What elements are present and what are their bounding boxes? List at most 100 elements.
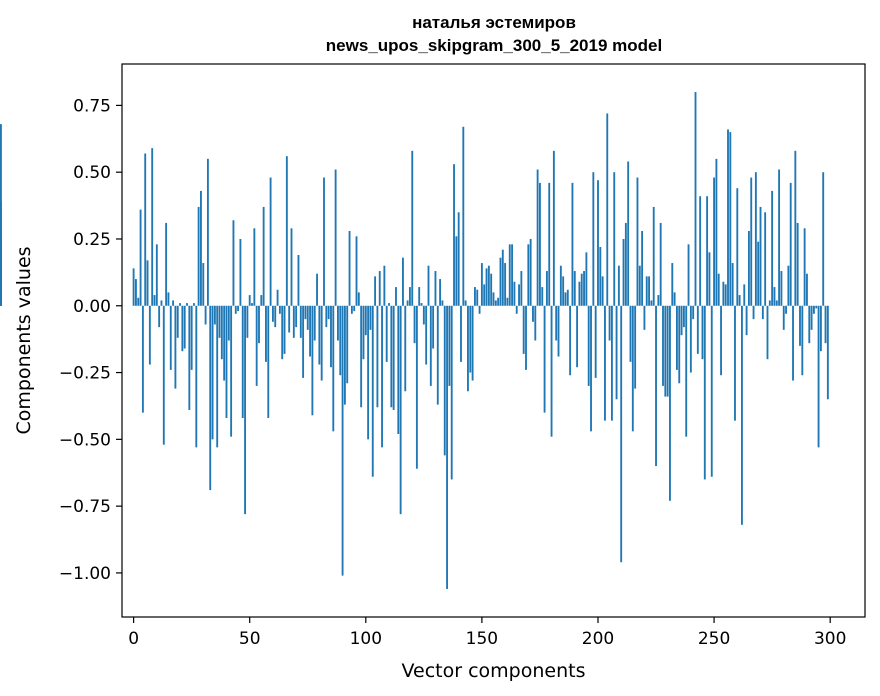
bar-205: [608, 305, 611, 341]
bar-36: [216, 305, 219, 448]
bar-143: [464, 300, 467, 306]
bar-170: [527, 244, 530, 306]
bar-79: [316, 273, 318, 306]
bar-151: [483, 284, 486, 306]
bar-231: [669, 305, 671, 501]
bar-282: [787, 265, 790, 306]
bar-286: [796, 222, 799, 306]
bar-209: [617, 265, 620, 306]
bar-108: [383, 265, 386, 306]
bar-132: [439, 279, 442, 306]
x-tick-label: 250: [698, 629, 730, 649]
bar-199: [594, 305, 597, 378]
bar-148: [476, 289, 479, 306]
bar-9: [153, 295, 156, 306]
bar-289: [803, 228, 806, 306]
bar-141: [460, 305, 462, 362]
bar-138: [453, 164, 455, 306]
bar-3: [139, 209, 142, 306]
bar-248: [708, 252, 711, 306]
bar-212: [624, 222, 627, 306]
bar-214: [629, 305, 632, 362]
bar-116: [402, 257, 404, 306]
bar-293: [812, 305, 815, 314]
bar-66: [285, 156, 288, 306]
bar-198: [592, 172, 595, 306]
bar-155: [492, 292, 495, 306]
bar-177: [543, 305, 546, 413]
bar-206: [610, 305, 613, 421]
bar-105: [376, 305, 379, 408]
bar-125: [422, 305, 425, 325]
bar-251: [715, 158, 718, 306]
bar-52: [253, 228, 256, 306]
bar-219: [641, 230, 644, 306]
bar-146: [471, 305, 474, 381]
bar-159: [501, 249, 504, 306]
bar-244: [699, 196, 702, 306]
bar-196: [587, 305, 590, 386]
bar-81: [320, 305, 323, 381]
chart-subtitle: news_upos_skipgram_300_5_2019 model: [326, 36, 662, 55]
bar-156: [494, 300, 497, 306]
bar-186: [564, 292, 567, 306]
bar-207: [613, 172, 616, 306]
bar-64: [281, 305, 284, 360]
y-tick-label: 0.75: [73, 96, 111, 116]
bar-291: [808, 305, 811, 344]
x-tick-label: 100: [350, 629, 382, 649]
bar-229: [664, 305, 667, 397]
x-axis-label: Vector components: [402, 660, 586, 682]
bar-157: [497, 297, 500, 306]
bar-224: [652, 206, 655, 306]
bar-174: [536, 169, 539, 306]
bar-29: [200, 190, 202, 306]
y-tick-label: −0.75: [59, 497, 111, 517]
bar-42: [230, 305, 233, 437]
bar-133: [441, 300, 444, 306]
bar-135: [446, 305, 448, 589]
bar-142: [462, 126, 465, 306]
bar-18: [174, 305, 177, 389]
bar-86: [332, 305, 335, 432]
bar-215: [631, 305, 634, 432]
bar-99: [362, 305, 365, 360]
bar-12: [160, 300, 163, 306]
x-axis-ticks: 0 50 100 150 200 250 300: [128, 617, 846, 649]
bar-250: [713, 177, 716, 306]
bar-106: [378, 271, 381, 306]
bar-47: [241, 305, 244, 418]
bar-24: [188, 305, 191, 410]
bar-100: [364, 305, 367, 336]
bar-296: [819, 305, 822, 352]
bar-192: [578, 281, 581, 306]
bar-242: [694, 92, 697, 306]
bar-21: [181, 305, 184, 352]
bar-285: [794, 150, 797, 306]
bar-0: [132, 268, 135, 306]
x-tick-label: 0: [128, 629, 139, 649]
bar-266: [750, 177, 753, 306]
bar-undefined: [0, 244, 2, 306]
bar-295: [817, 305, 820, 448]
bar-96: [355, 236, 358, 306]
bar-7: [148, 305, 151, 365]
bar-54: [258, 305, 260, 344]
chart-title: наталья эстемиров: [412, 13, 576, 32]
bar-258: [731, 263, 734, 306]
bar-237: [682, 305, 685, 328]
bar-118: [406, 300, 409, 306]
bar-164: [513, 281, 516, 306]
bar-190: [573, 271, 576, 306]
bar-41: [227, 305, 230, 341]
bar-201: [599, 247, 602, 306]
bar-225: [655, 305, 657, 467]
bar-65: [283, 305, 286, 354]
bar-93: [348, 230, 351, 306]
bar-154: [490, 273, 493, 306]
bar-87: [334, 169, 337, 306]
bar-49: [246, 305, 249, 338]
bar-39: [223, 305, 226, 381]
bar-111: [390, 305, 393, 408]
